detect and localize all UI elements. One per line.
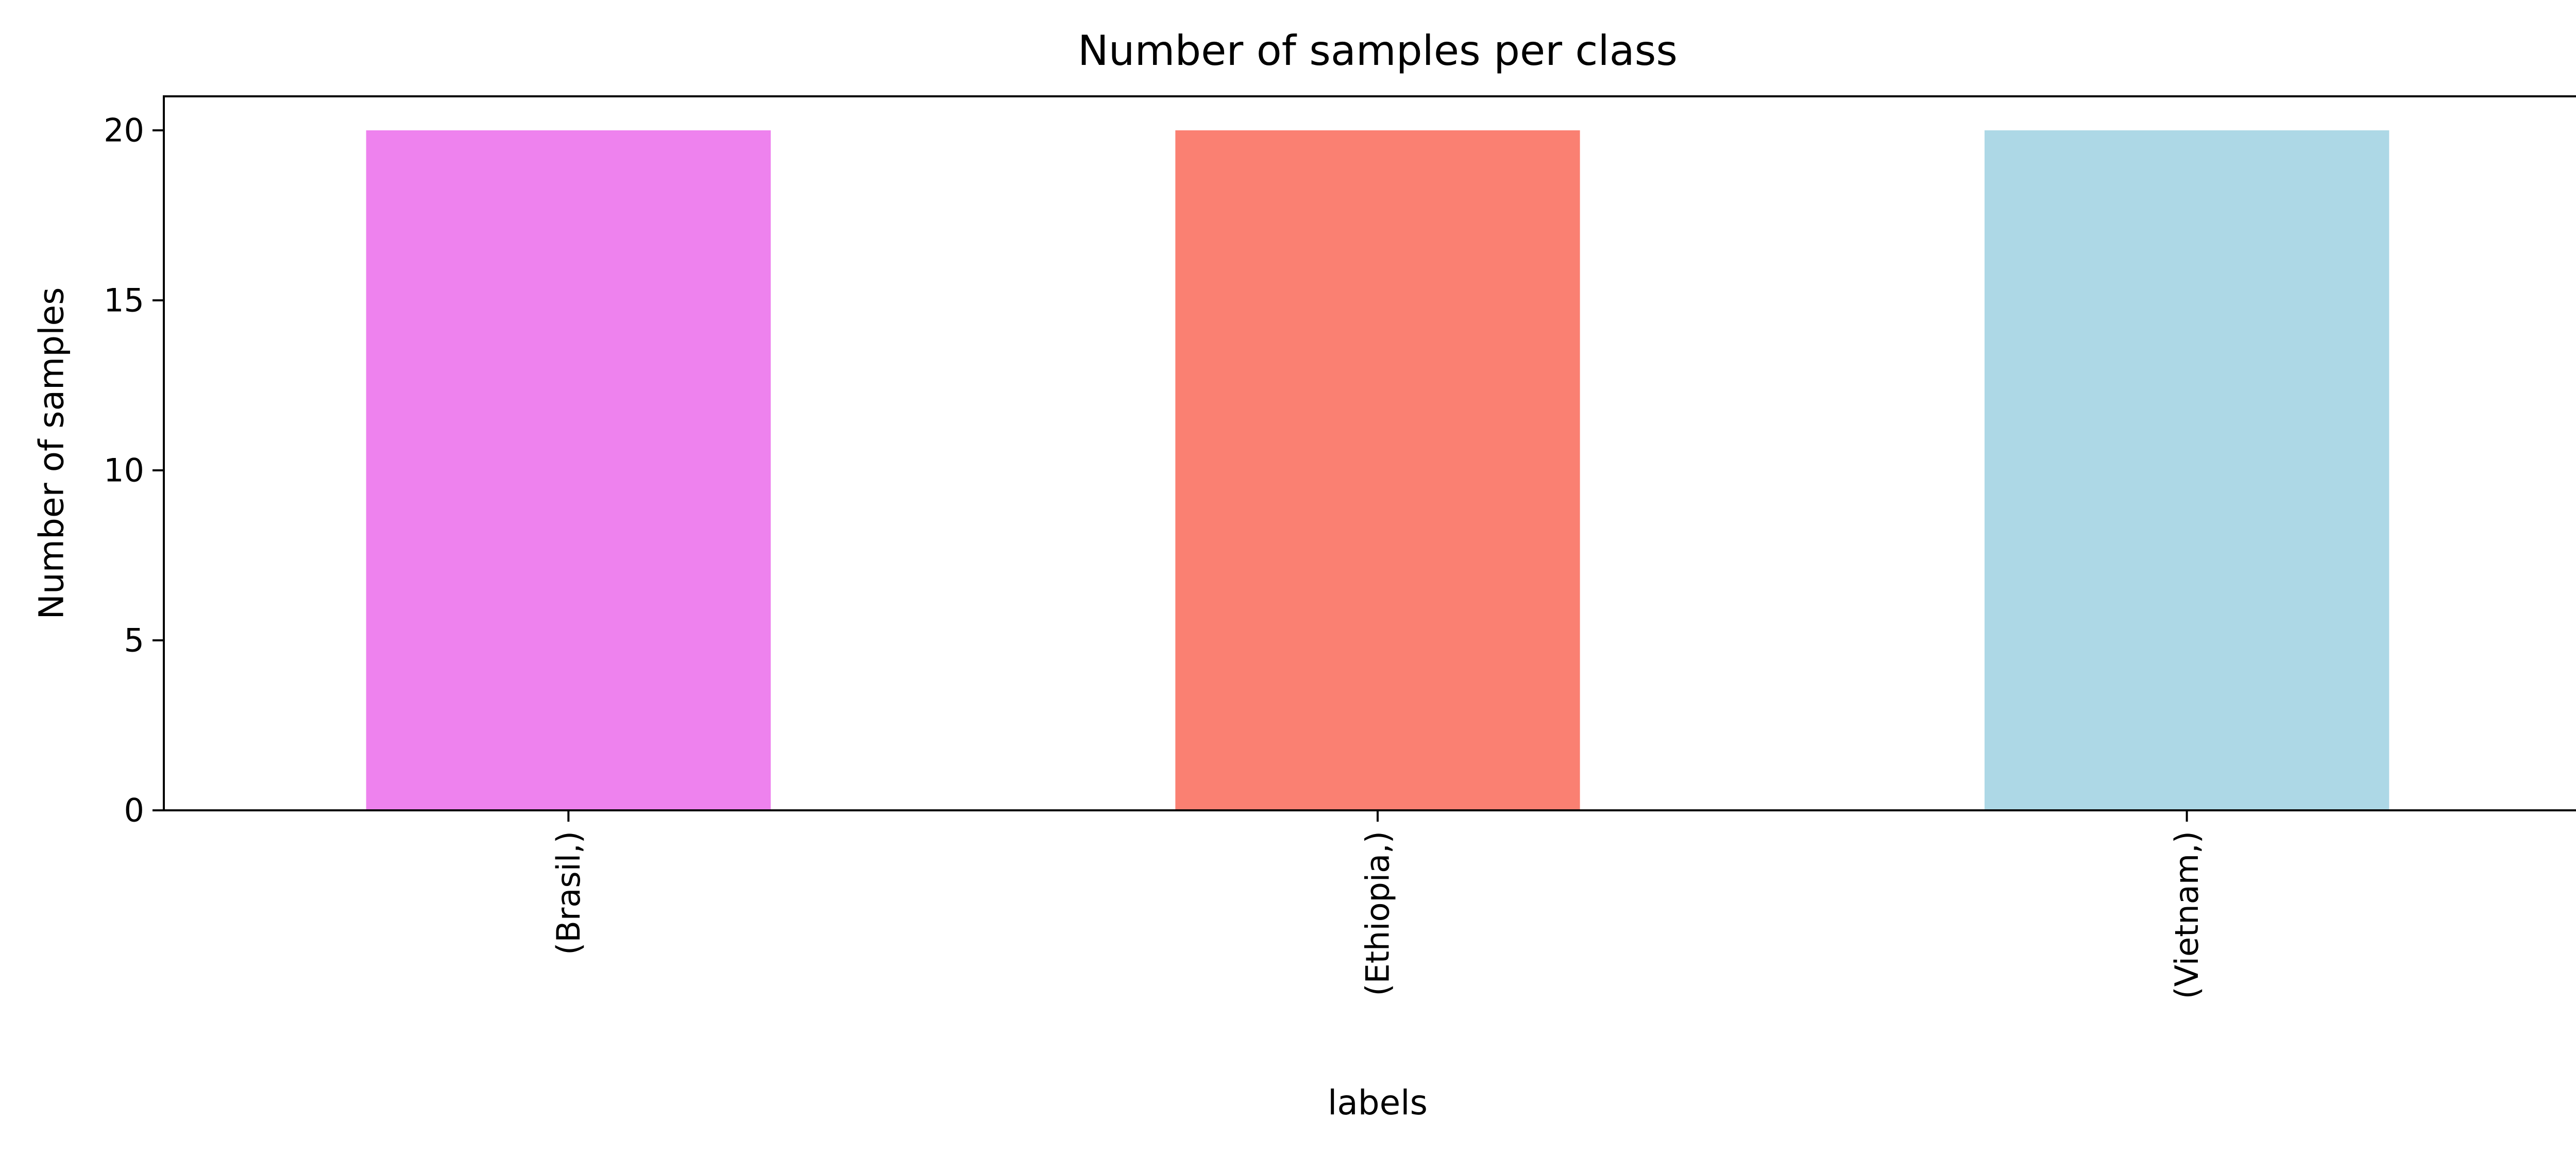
y-tick-label-2: 10 [104,452,144,489]
x-axis-label: labels [1328,1083,1428,1123]
chart-title: Number of samples per class [1078,27,1677,75]
y-axis: 0 5 10 15 20 [104,112,164,829]
bar-1 [1175,130,1580,810]
bar-2 [1985,130,2389,810]
y-axis-label: Number of samples [32,287,72,619]
y-tick-label-0: 0 [124,792,144,829]
y-tick-label-4: 20 [104,112,144,149]
y-tick-label-1: 5 [124,622,144,659]
x-tick-label-0: (Brasil,) [550,831,587,955]
x-tick-label-1: (Ethiopia,) [1359,831,1397,996]
y-tick-label-3: 15 [104,282,144,319]
bar-0 [366,130,771,810]
x-tick-label-2: (Vietnam,) [2168,831,2206,999]
x-axis: (Brasil,) (Ethiopia,) (Vietnam,) [550,810,2206,999]
bars-layer [366,130,2389,810]
